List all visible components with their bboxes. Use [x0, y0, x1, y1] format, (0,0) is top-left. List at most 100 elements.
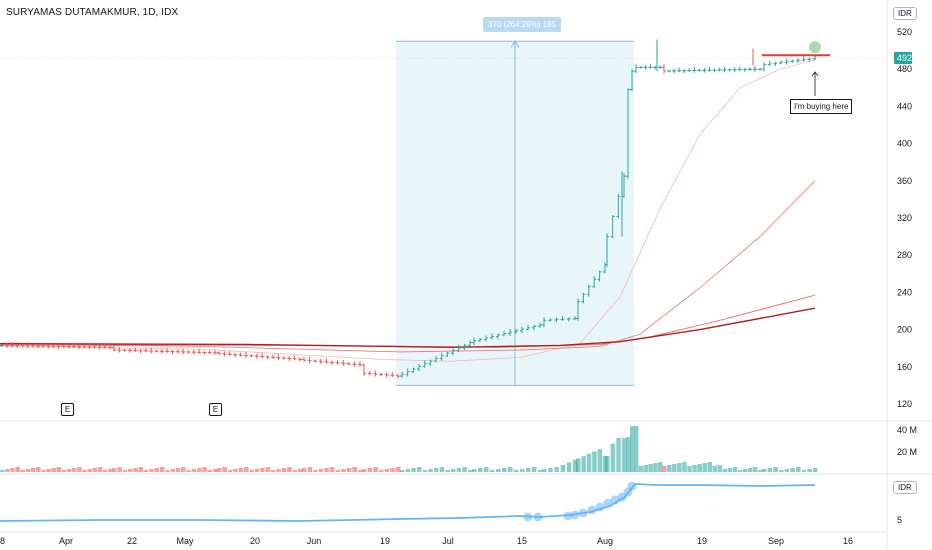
- time-axis[interactable]: 8 Apr 22 May 20 Jun 19 Jul 15 Aug 19 Sep 16: [0, 536, 853, 546]
- volume-bar: [36, 467, 41, 472]
- volume-bar: [10, 468, 15, 472]
- volume-bar: [249, 470, 254, 472]
- indicator-tick-label: 5: [897, 515, 902, 525]
- time-tick-label: 20: [250, 536, 260, 546]
- volume-axis: 40 M 20 M: [897, 425, 917, 457]
- volume-bar: [737, 470, 743, 472]
- volume-bar: [747, 468, 753, 472]
- rs-new-high-dot: [578, 508, 588, 518]
- time-tick-label: Jul: [442, 536, 454, 546]
- chart-title: SURYAMAS DUTAMAKMUR, 1D, IDX: [6, 7, 179, 18]
- volume-bar: [367, 468, 373, 472]
- time-tick-label: Jun: [307, 536, 322, 546]
- volume-bar: [405, 469, 411, 472]
- volume-bar: [560, 464, 566, 472]
- sma-slow-line: [0, 307, 816, 348]
- volume-bar: [154, 468, 160, 472]
- volume-bar: [605, 456, 610, 472]
- time-tick-label: 19: [697, 536, 707, 546]
- volume-bar: [490, 470, 495, 472]
- volume-bar: [207, 470, 213, 472]
- volume-bar: [117, 467, 122, 472]
- volume-bar: [92, 468, 98, 472]
- buy-note[interactable]: I'm buying here: [790, 99, 853, 114]
- rs-new-high-dot: [570, 510, 580, 520]
- price-tick-label: 480: [897, 64, 912, 74]
- volume-bar: [213, 469, 218, 472]
- volume-bar: [779, 470, 784, 472]
- volume-bar: [508, 467, 513, 472]
- price-tick-label: 440: [897, 101, 912, 111]
- volume-bar: [732, 467, 738, 472]
- volume-bar: [573, 459, 578, 472]
- volume-bar: [265, 467, 271, 472]
- volume-bar: [51, 468, 56, 472]
- volume-bar: [638, 466, 644, 472]
- time-tick-label: 15: [517, 536, 527, 546]
- volume-bar: [186, 470, 191, 472]
- earnings-marker[interactable]: E: [61, 403, 74, 416]
- rs-new-high-dot: [603, 498, 613, 508]
- note-arrow-head: [811, 71, 819, 77]
- rs-new-high-dot: [595, 502, 605, 512]
- volume-bar: [313, 470, 318, 472]
- price-tick-label: 400: [897, 139, 912, 149]
- volume-bar: [170, 469, 175, 472]
- volume-bar: [643, 465, 649, 472]
- time-tick-label: 16: [843, 536, 853, 546]
- price-axis[interactable]: 520 480 440 400 360 320 280 240 200 160 120 492: [0, 27, 912, 409]
- volume-bar: [244, 467, 249, 472]
- volume-bar: [233, 469, 238, 472]
- earnings-marker[interactable]: E: [209, 403, 222, 416]
- volume-bar: [25, 469, 31, 472]
- volume-bar: [717, 465, 723, 472]
- volume-bar: [181, 467, 186, 472]
- volume-bar: [20, 470, 26, 472]
- volume-bar: [439, 467, 445, 472]
- volume-bar: [697, 464, 702, 472]
- price-tick-label: 120: [897, 399, 912, 409]
- volume-bar: [592, 451, 597, 472]
- volume-bar: [451, 469, 456, 472]
- volume-bars: [0, 426, 818, 472]
- volume-tick-label: 20 M: [897, 447, 917, 457]
- volume-bar: [456, 468, 462, 472]
- volume-bar: [260, 468, 265, 472]
- price-candles: [0, 39, 817, 379]
- currency-badge-bottom[interactable]: IDR: [893, 481, 917, 494]
- volume-bar: [373, 467, 378, 472]
- volume-bar: [790, 468, 795, 472]
- volume-bar: [653, 463, 658, 472]
- volume-bar: [526, 468, 531, 472]
- volume-bar: [727, 468, 733, 472]
- volume-bar: [566, 462, 572, 472]
- volume-bar: [610, 443, 616, 472]
- sma-mid-line: [0, 180, 816, 353]
- volume-bar: [379, 470, 384, 472]
- volume-bar: [400, 470, 405, 472]
- buy-level-line[interactable]: [762, 41, 830, 96]
- volume-bar: [597, 449, 603, 472]
- currency-badge-top[interactable]: IDR: [893, 7, 917, 20]
- volume-bar: [138, 467, 144, 472]
- volume-bar: [330, 467, 335, 472]
- time-tick-label: Aug: [597, 536, 613, 546]
- volume-bar: [108, 469, 113, 472]
- sma-fast-line: [0, 59, 816, 362]
- volume-bar: [335, 470, 341, 472]
- price-range-measure[interactable]: [396, 40, 634, 386]
- volume-bar: [662, 466, 667, 472]
- volume-bar: [532, 467, 537, 472]
- rs-line: [0, 483, 816, 522]
- volume-bar: [72, 468, 77, 472]
- volume-bar: [346, 468, 352, 472]
- volume-bar: [813, 468, 818, 472]
- volume-bar: [175, 468, 181, 472]
- volume-bar: [496, 469, 501, 472]
- volume-bar: [682, 462, 687, 472]
- price-tick-label: 200: [897, 325, 912, 335]
- volume-bar: [762, 469, 767, 472]
- volume-bar: [384, 469, 390, 472]
- rs-new-high-dot: [627, 481, 637, 491]
